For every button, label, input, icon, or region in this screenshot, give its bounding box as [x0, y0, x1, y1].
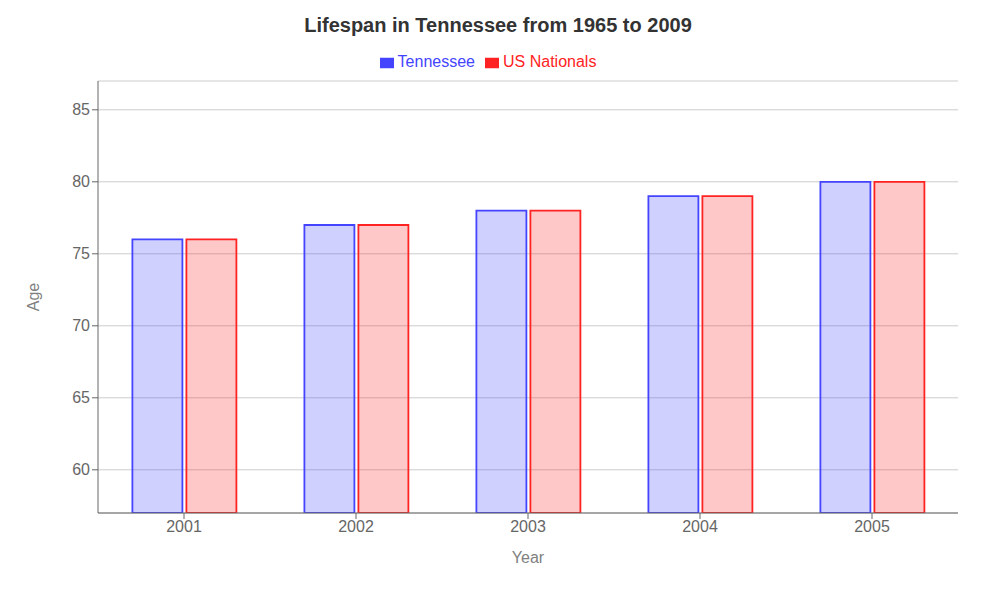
- html-text:Tennessee: Tennessee: [397, 53, 475, 70]
- svg-text:75: 75: [72, 245, 90, 262]
- svg-text:70: 70: [72, 317, 90, 334]
- svg-text:Year: Year: [512, 549, 545, 566]
- svg-text:2004: 2004: [682, 518, 718, 535]
- svg-text:60: 60: [72, 461, 90, 478]
- svg-text:2001: 2001: [166, 518, 202, 535]
- svg-text:85: 85: [72, 101, 90, 118]
- svg-text:2003: 2003: [510, 518, 546, 535]
- svg-text:65: 65: [72, 389, 90, 406]
- html-text:US Nationals: US Nationals: [503, 53, 597, 70]
- svg-text:2002: 2002: [338, 518, 374, 535]
- svg-text:Age: Age: [25, 283, 42, 312]
- svg-text:2005: 2005: [854, 518, 890, 535]
- svg-text:80: 80: [72, 173, 90, 190]
- html-text:Lifespan in Tennessee from 196: Lifespan in Tennessee from 1965 to 2009: [304, 14, 692, 36]
